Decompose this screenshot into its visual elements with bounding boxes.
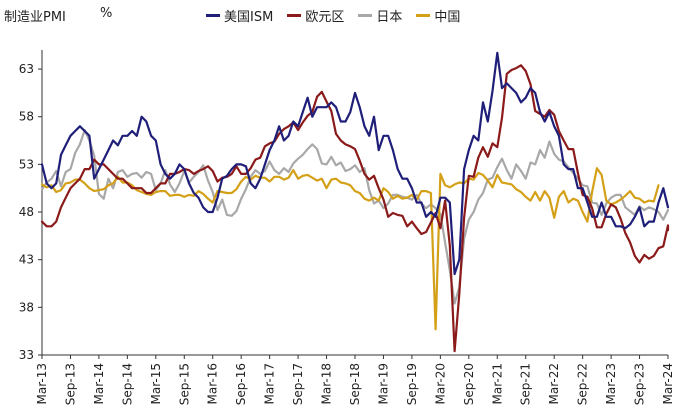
series-line-3 bbox=[40, 167, 660, 331]
x-tick-label: Mar-22 bbox=[547, 363, 561, 404]
y-tick-label: 38 bbox=[19, 300, 34, 314]
x-tick-label: Mar-17 bbox=[263, 363, 277, 404]
legend-item-eurozone: 欧元区 bbox=[287, 6, 344, 25]
x-tick-label: Sep-17 bbox=[291, 363, 305, 405]
legend-swatch-eurozone bbox=[287, 14, 302, 17]
x-tick-label: Sep-20 bbox=[462, 363, 476, 405]
x-tick-label: Mar-16 bbox=[206, 363, 220, 404]
x-tick-label: Mar-20 bbox=[433, 363, 447, 404]
y-tick-label: 48 bbox=[19, 205, 34, 219]
legend-item-china: 中国 bbox=[416, 6, 460, 25]
legend-label-japan: 日本 bbox=[376, 10, 403, 25]
x-tick-label: Mar-19 bbox=[376, 363, 390, 404]
legend-item-japan: 日本 bbox=[358, 6, 402, 25]
legend-swatch-us-ism bbox=[206, 14, 220, 17]
x-tick-label: Sep-22 bbox=[576, 363, 590, 405]
legend-item-us-ism: 美国ISM bbox=[206, 6, 273, 25]
legend-swatch-china bbox=[416, 14, 431, 17]
y-tick-label: 58 bbox=[19, 110, 34, 124]
x-tick-label: Sep-15 bbox=[177, 363, 191, 405]
x-tick-label: Mar-15 bbox=[149, 363, 163, 404]
series-line-0 bbox=[40, 51, 670, 276]
x-tick-label: Sep-14 bbox=[120, 363, 134, 405]
legend-label-china: 中国 bbox=[434, 10, 461, 25]
legend-swatch-japan bbox=[358, 14, 373, 17]
x-tick-label: Sep-16 bbox=[234, 363, 248, 405]
x-tick-label: Mar-21 bbox=[490, 363, 504, 404]
x-tick-label: Sep-23 bbox=[633, 363, 647, 405]
y-tick-label: 33 bbox=[19, 348, 34, 362]
y-tick-label: 53 bbox=[19, 157, 34, 171]
y-axis-title: 制造业PMI bbox=[4, 10, 66, 25]
x-tick-label: Mar-24 bbox=[661, 363, 675, 404]
y-tick-label: 43 bbox=[19, 253, 34, 267]
legend: 美国ISM 欧元区 日本 中国 bbox=[206, 6, 460, 25]
x-tick-label: Sep-18 bbox=[348, 363, 362, 405]
x-tick-label: Sep-19 bbox=[405, 363, 419, 405]
x-tick-label: Mar-14 bbox=[92, 363, 106, 404]
y-tick-label: 63 bbox=[19, 62, 34, 76]
legend-label-eurozone: 欧元区 bbox=[305, 10, 345, 25]
x-tick-label: Sep-21 bbox=[519, 363, 533, 405]
x-tick-label: Sep-13 bbox=[63, 363, 77, 405]
legend-label-us-ism: 美国ISM bbox=[224, 10, 274, 25]
y-axis-unit: % bbox=[100, 6, 113, 21]
x-tick-label: Mar-13 bbox=[35, 363, 49, 404]
x-tick-label: Mar-23 bbox=[604, 363, 618, 404]
x-tick-label: Mar-18 bbox=[320, 363, 334, 404]
series-line-1 bbox=[40, 64, 670, 353]
